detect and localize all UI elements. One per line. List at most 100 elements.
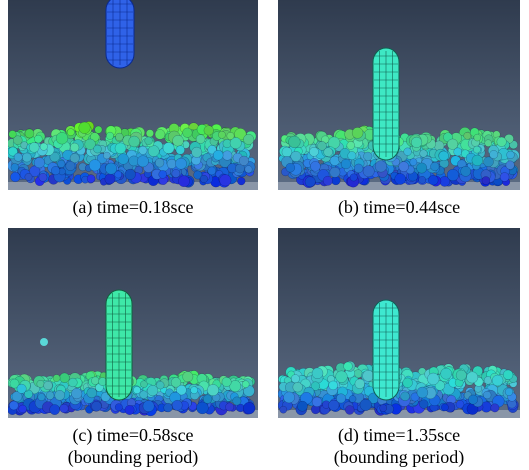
caption: (d) time=1.35sce (bounding period) [269,424,529,468]
particle [403,147,412,156]
simulation-image [278,0,520,190]
particle [190,386,198,395]
particle [40,338,48,346]
particle [402,377,413,388]
particle [18,404,27,414]
particle [499,172,510,182]
particle [199,174,208,183]
particle [59,403,69,413]
particle [195,134,206,144]
particle [91,401,102,412]
particle [504,387,514,397]
particle [363,151,373,161]
particle [212,149,224,161]
particle [241,380,250,388]
particle [416,386,429,399]
particle [346,141,356,150]
particle [43,380,53,391]
particle [51,166,61,176]
floor [8,410,258,418]
particle [290,150,302,162]
simulation-image [8,228,258,418]
particle [94,125,103,134]
particle [218,130,226,139]
particle [311,367,324,380]
particle [398,161,409,172]
particle [394,173,406,185]
particle [175,157,187,170]
particle [86,387,98,399]
particle [33,157,45,169]
particle [65,161,76,171]
particle [158,170,167,179]
particle [45,391,55,400]
particle [229,137,242,150]
particle [114,403,123,412]
particle [411,136,423,148]
particle [323,147,333,157]
particle [144,136,153,145]
particle [124,405,135,415]
particle [171,399,183,411]
caption-line: (a) time=0.18sce [72,197,194,217]
particle [36,379,45,388]
particle [13,152,23,162]
particle [279,405,288,414]
particle [455,400,465,409]
floor [278,182,520,190]
particle [88,159,101,172]
particle [344,405,355,415]
particle [505,160,515,170]
particle [29,165,41,177]
particle [136,155,149,168]
particle [156,381,165,390]
particle [446,168,459,182]
particle [379,404,388,412]
particle [471,154,483,167]
particle [59,372,70,383]
particle [78,121,91,134]
particle [430,161,440,172]
particle [84,138,96,150]
particle [441,403,449,412]
particle [232,396,242,406]
particle [196,401,209,415]
particle [428,175,439,186]
particle [172,135,184,147]
particle [124,168,136,180]
particle [311,396,323,408]
particle [221,377,232,387]
particle [178,175,190,188]
particle [473,133,482,142]
particle [463,131,472,140]
particle [54,390,65,401]
particle [175,145,185,155]
particle [238,155,249,166]
particle [483,156,494,168]
caption-line: (bounding period) [67,447,199,467]
particle [162,142,175,154]
particle [340,158,352,170]
particle [410,392,420,402]
particle [203,125,214,136]
particle [71,388,83,400]
particle [68,377,78,388]
particle [491,374,504,387]
particle [163,402,173,413]
particle [55,132,69,145]
caption: (c) time=0.58sce (bounding period) [3,424,263,468]
particle [328,399,340,411]
caption: (b) time=0.44sce [269,196,529,218]
particle [490,403,500,413]
particle [317,141,327,151]
particle [427,372,440,386]
particle [24,128,35,139]
particle [506,150,515,160]
particle [237,176,246,186]
particle [115,132,124,142]
particle [191,146,203,158]
particle [52,374,61,382]
caption: (a) time=0.18sce [3,196,263,218]
particle [39,142,48,151]
particle [138,145,148,155]
